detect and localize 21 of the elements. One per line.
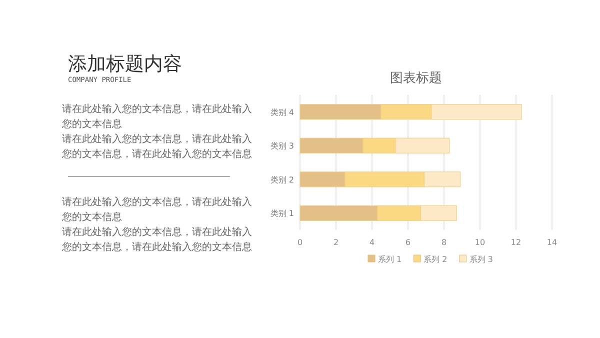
text: 请在此处输入您的文本信息，请在此处输入您的文本信息 (62, 102, 253, 132)
legend-label: 系列 1 (378, 255, 402, 264)
chart-title: 图表标题 (390, 71, 442, 86)
legend-label: 系列 2 (424, 255, 448, 264)
x-tick-label: 10 (474, 238, 486, 247)
y-tick-label: 类别 2 (270, 175, 294, 184)
text: 请在此处输入您的文本信息，请在此处输入您的文本信息 (62, 196, 253, 225)
x-tick-label: 6 (405, 238, 411, 247)
x-tick-label: 14 (546, 238, 558, 247)
y-tick-label: 类别 1 (270, 209, 294, 218)
x-tick-label: 8 (441, 238, 447, 247)
x-tick-label: 2 (333, 238, 339, 247)
y-tick-label: 类别 3 (270, 142, 294, 151)
text: 请在此处输入您的文本信息，请在此处输入您的文本信息，请在此处输入您的文本信息 (62, 226, 253, 255)
x-tick-label: 12 (510, 238, 522, 247)
y-tick-label: 类别 4 (270, 108, 294, 117)
text: 添加标题内容 (68, 52, 183, 76)
x-tick-label: 0 (297, 238, 303, 247)
text: 请在此处输入您的文本信息，请在此处输入您的文本信息，请在此处输入您的文本信息 (62, 132, 253, 162)
x-tick-label: 4 (369, 238, 375, 247)
legend-label: 系列 3 (469, 255, 493, 264)
